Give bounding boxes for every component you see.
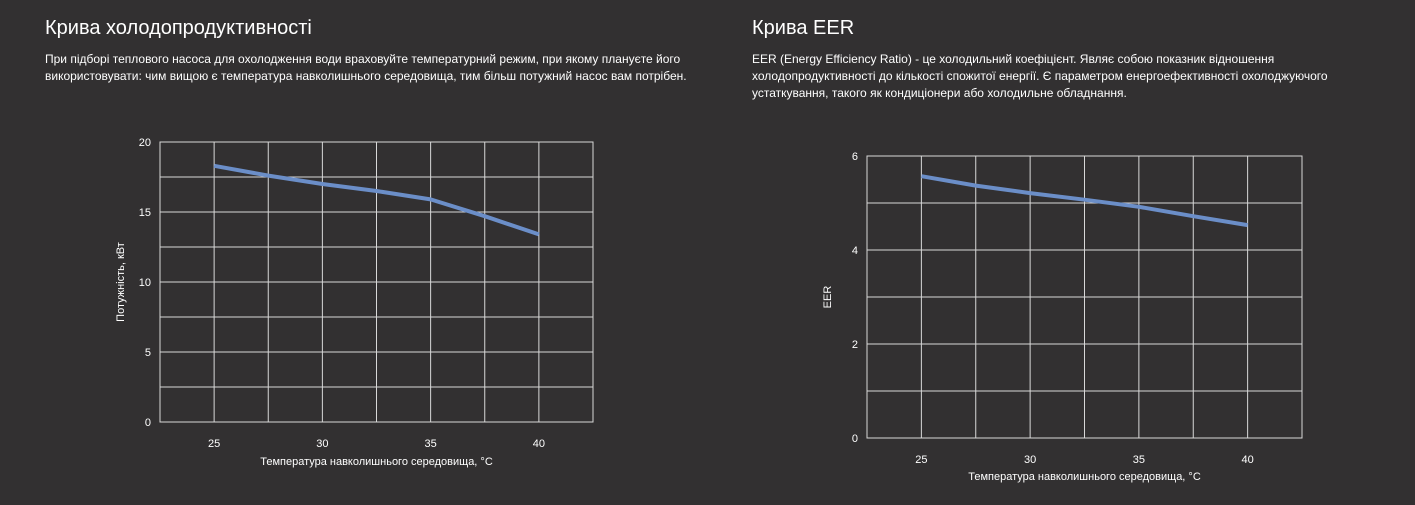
x-tick-label: 30 [316, 438, 328, 450]
panel-title: Крива холодопродуктивності [45, 17, 312, 39]
x-tick-label: 25 [208, 438, 220, 450]
panel-eer: Крива EER EER (Energy Efficiency Ratio) … [752, 0, 1372, 102]
y-tick-label: 10 [139, 277, 151, 289]
x-tick-label: 25 [915, 454, 927, 466]
x-tick-label: 30 [1024, 454, 1036, 466]
x-tick-label: 35 [1133, 454, 1145, 466]
plot-frame [866, 155, 1303, 439]
y-tick-label: 20 [139, 137, 151, 149]
x-tick-label: 40 [1242, 454, 1254, 466]
x-tick-label: 35 [425, 438, 437, 450]
x-axis-label: Температура навколишнього середовища, °C [968, 471, 1201, 483]
y-axis-label: Потужність, кВт [115, 242, 127, 322]
y-tick-label: 0 [852, 433, 858, 445]
y-tick-label: 2 [852, 339, 858, 351]
y-tick-label: 5 [145, 347, 151, 359]
series-line [213, 163, 540, 237]
x-axis-label: Температура навколишнього середовища, °C [260, 456, 493, 468]
y-tick-label: 6 [852, 151, 858, 163]
panel-description: При підборі теплового насоса для охолодж… [45, 52, 687, 83]
y-tick-label: 0 [145, 417, 151, 429]
y-tick-label: 4 [852, 245, 858, 257]
y-axis-label: EER [822, 286, 834, 309]
y-tick-label: 15 [139, 207, 151, 219]
panel-title: Крива EER [752, 17, 855, 39]
panel-description: EER (Energy Efficiency Ratio) - це холод… [752, 52, 1328, 100]
x-tick-label: 40 [533, 438, 545, 450]
panel-cooling-capacity: Крива холодопродуктивності При підборі т… [45, 0, 705, 85]
plot-frame [159, 141, 594, 423]
series-line [921, 174, 1248, 228]
